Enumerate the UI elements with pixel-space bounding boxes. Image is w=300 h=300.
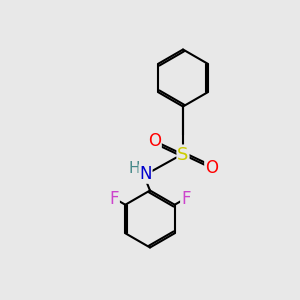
Text: S: S [177,146,189,164]
Text: O: O [205,159,218,177]
Text: N: N [139,165,152,183]
Text: O: O [148,132,161,150]
Text: H: H [128,161,140,176]
Text: F: F [181,190,190,208]
Text: F: F [110,190,119,208]
